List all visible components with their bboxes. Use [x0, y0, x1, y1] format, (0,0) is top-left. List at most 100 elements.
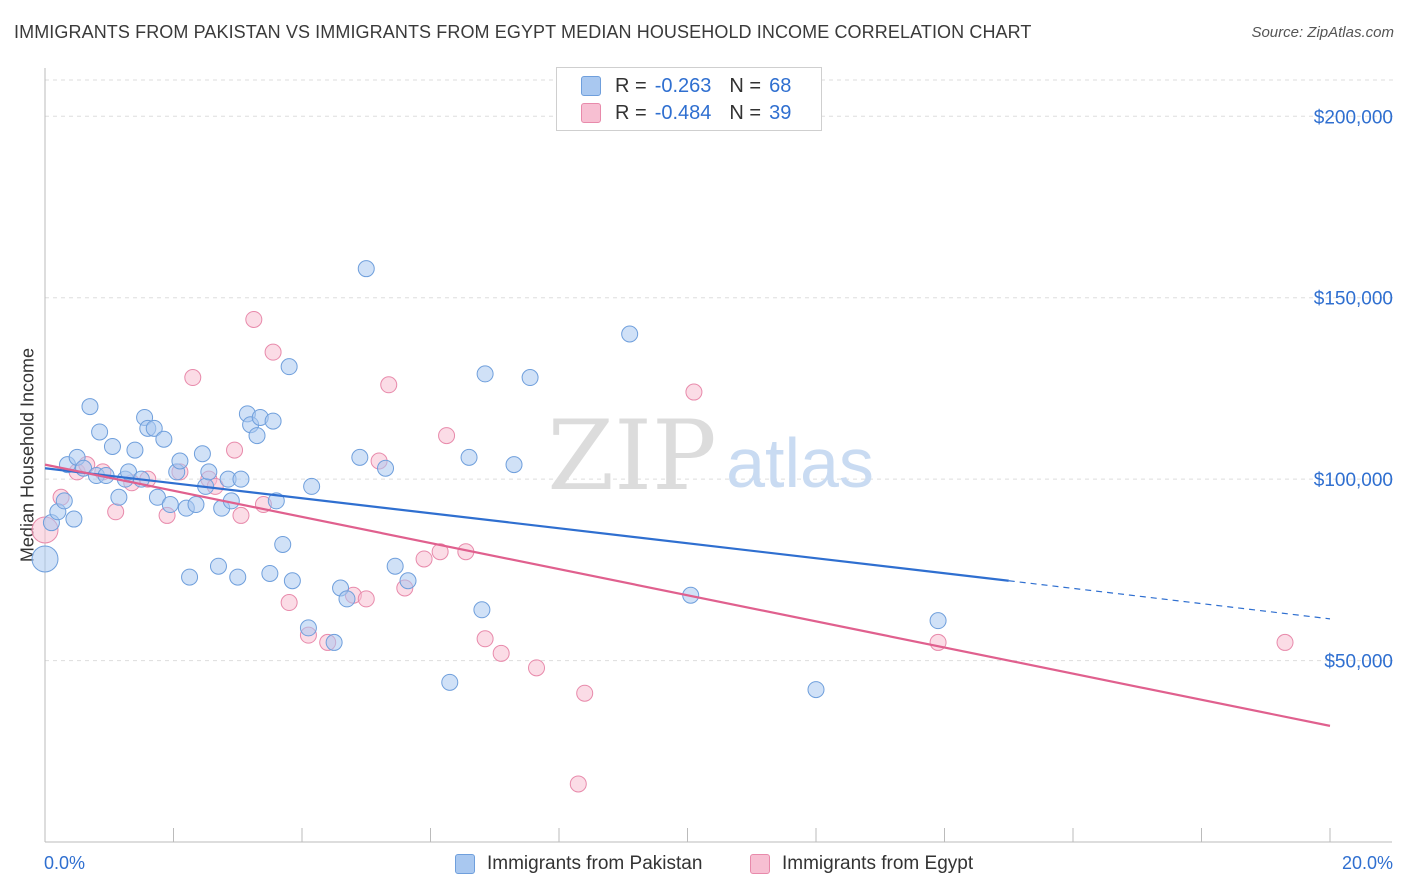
pakistan-point [126, 441, 144, 459]
egypt-point [232, 506, 250, 524]
pakistan-point [209, 557, 227, 575]
pakistan-point [187, 496, 205, 514]
pakistan-point [521, 369, 539, 387]
r-value: -0.484 [654, 101, 712, 124]
egypt-point [528, 659, 546, 677]
chart-title: IMMIGRANTS FROM PAKISTAN VS IMMIGRANTS F… [14, 22, 1032, 42]
watermark-zip: ZIP [547, 400, 716, 512]
pakistan-point [476, 365, 494, 383]
pakistan-point [274, 535, 292, 553]
egypt-point [576, 684, 594, 702]
series-name: Immigrants from Pakistan [487, 853, 703, 874]
pakistan-point [229, 568, 247, 586]
pakistan-point [200, 463, 218, 481]
egypt-point [245, 310, 263, 328]
pakistan-point [460, 448, 478, 466]
pakistan-point [473, 601, 491, 619]
pakistan-point [181, 568, 199, 586]
pakistan-point [120, 463, 138, 481]
n-label: N = [729, 101, 762, 124]
egypt-point [1276, 633, 1294, 651]
r-label: R = [615, 101, 647, 124]
pakistan-point [505, 456, 523, 474]
n-value: 68 [769, 74, 792, 97]
y-tick-label: $200,000 [1314, 107, 1393, 128]
series-legend-egypt: Immigrants from Egypt [750, 851, 973, 877]
egypt-point [380, 376, 398, 394]
egypt-point [415, 550, 433, 568]
pakistan-swatch [455, 854, 475, 874]
pakistan-point [299, 619, 317, 637]
pakistan-trend-line [44, 467, 1009, 582]
egypt-point [184, 369, 202, 387]
pakistan-point [155, 430, 173, 448]
pakistan-point [303, 477, 321, 495]
trend-lines [44, 463, 1331, 727]
pakistan-point [91, 423, 109, 441]
x-tick-label: 20.0% [1342, 853, 1393, 873]
egypt-point [476, 630, 494, 648]
egypt-trend-line [44, 463, 1331, 727]
pakistan-point [399, 572, 417, 590]
pakistan-point [264, 412, 282, 430]
pakistan-point [248, 427, 266, 445]
pakistan-point [280, 358, 298, 376]
pakistan-point [65, 510, 83, 528]
egypt-point [264, 343, 282, 361]
source-credit: Source: ZipAtlas.com [1251, 24, 1394, 41]
pakistan-point [145, 419, 163, 437]
tick-labels: $50,000 $100,000 $150,000 $200,000 0.0% 20.0% [44, 107, 1393, 873]
y-tick-label: $150,000 [1314, 289, 1393, 310]
gridlines [45, 79, 1395, 662]
pakistan-point [261, 564, 279, 582]
egypt-point [569, 775, 587, 793]
pakistan-point [31, 545, 59, 573]
correlation-legend: R = -0.263 N = 68 R = -0.484 N = 39 [556, 67, 822, 131]
pakistan-point [171, 452, 189, 470]
pakistan-point [386, 557, 404, 575]
pakistan-point [441, 673, 459, 691]
pakistan-point [267, 492, 285, 510]
n-label: N = [729, 74, 762, 97]
pakistan-point [283, 572, 301, 590]
egypt-point [357, 590, 375, 608]
y-tick-label: $100,000 [1314, 470, 1393, 491]
y-tick-label: $50,000 [1324, 652, 1393, 673]
series-legend-pakistan: Immigrants from Pakistan [455, 851, 702, 877]
pakistan-point [377, 459, 395, 477]
egypt-point [431, 543, 449, 561]
egypt-point [438, 427, 456, 445]
egypt-swatch [750, 854, 770, 874]
r-value: -0.263 [654, 74, 712, 97]
pakistan-point [81, 398, 99, 416]
pakistan-point [621, 325, 639, 343]
pakistan-point [807, 681, 825, 699]
watermark: ZIP atlas [547, 400, 874, 512]
pakistan-point [325, 633, 343, 651]
pakistan-point [357, 260, 375, 278]
axes [44, 68, 1392, 843]
pakistan-point [193, 445, 211, 463]
pakistan-point [103, 437, 121, 455]
pakistan-point [161, 496, 179, 514]
pakistan-point [55, 492, 73, 510]
n-value: 39 [769, 101, 792, 124]
egypt-point [492, 644, 510, 662]
egypt-swatch [581, 103, 601, 123]
legend-row-egypt: R = -0.484 N = 39 [581, 100, 791, 126]
egypt-point [226, 441, 244, 459]
egypt-point [280, 594, 298, 612]
pakistan-point [351, 448, 369, 466]
data-points [31, 260, 1294, 793]
watermark-atlas: atlas [726, 424, 874, 502]
pakistan-swatch [581, 76, 601, 96]
legend-row-pakistan: R = -0.263 N = 68 [581, 73, 791, 99]
r-label: R = [615, 74, 647, 97]
pakistan-point [929, 612, 947, 630]
pakistan-point [232, 470, 250, 488]
pakistan-point [148, 488, 166, 506]
egypt-point [107, 503, 125, 521]
series-name: Immigrants from Egypt [782, 853, 974, 874]
pakistan-point [110, 488, 128, 506]
